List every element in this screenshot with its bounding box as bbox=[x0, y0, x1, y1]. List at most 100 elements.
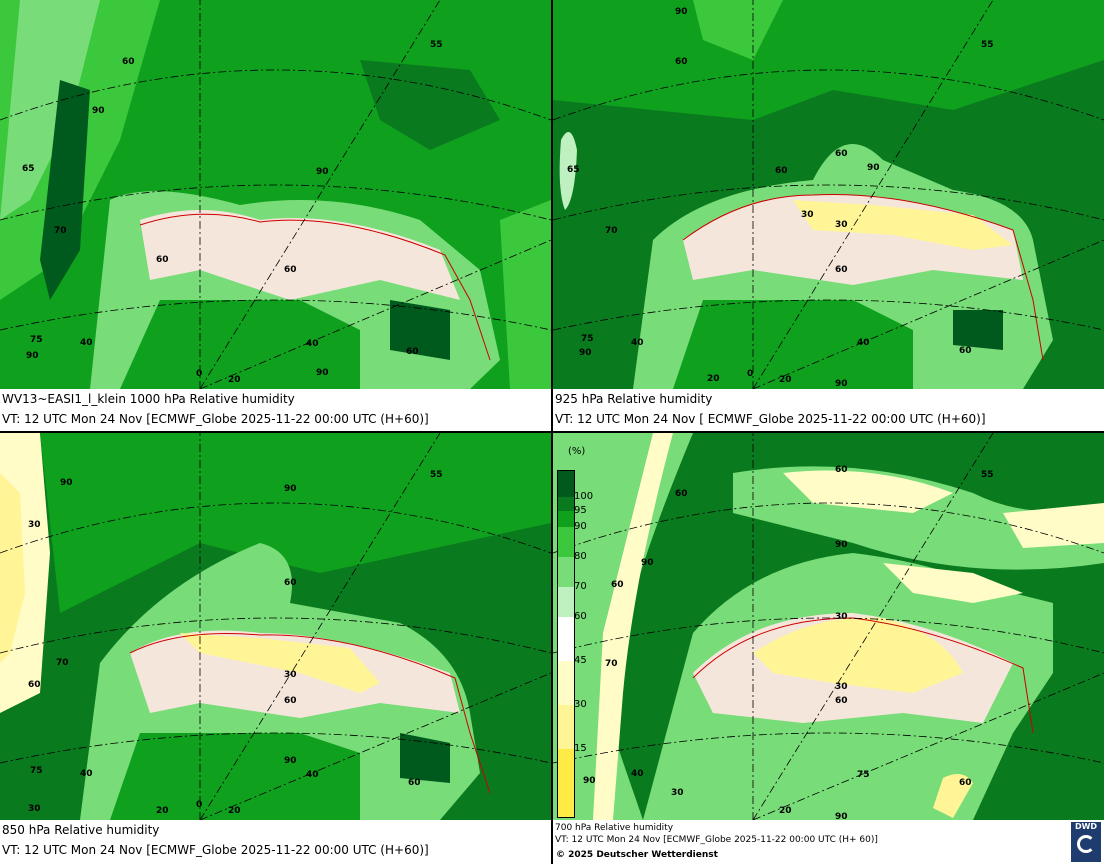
contour-label: 40 bbox=[857, 338, 870, 348]
contour-label: 60 bbox=[675, 57, 688, 67]
map-panel-1000hpa: 60 90 65 70 90 60 60 55 75 90 40 0 20 40… bbox=[0, 0, 551, 389]
contour-label: 55 bbox=[430, 40, 443, 50]
contour-label: 90 bbox=[835, 812, 848, 820]
legend-unit: (%) bbox=[568, 446, 586, 457]
legend-tick: 100 bbox=[574, 491, 594, 502]
contour-label: 70 bbox=[54, 226, 67, 236]
caption-1000hpa: WV13~EASI1_l_klein 1000 hPa Relative hum… bbox=[0, 391, 551, 431]
legend-swatch bbox=[558, 661, 574, 705]
contour-label: 90 bbox=[60, 478, 73, 488]
contour-label: 90 bbox=[579, 348, 592, 358]
caption-title: 850 hPa Relative humidity bbox=[2, 823, 160, 837]
contour-label: 0 bbox=[747, 369, 753, 379]
contour-label: 30 bbox=[284, 670, 297, 680]
contour-label: 55 bbox=[981, 40, 994, 50]
contour-label: 30 bbox=[28, 804, 41, 814]
contour-labels-925hpa: 90 60 65 70 60 90 60 30 30 60 55 75 90 4… bbox=[567, 7, 994, 389]
legend-swatch bbox=[558, 705, 574, 749]
contour-label: 30 bbox=[801, 210, 814, 220]
contour-label: 90 bbox=[583, 776, 596, 786]
contour-label: 40 bbox=[80, 338, 93, 348]
logo-text: DWD bbox=[1074, 822, 1098, 831]
legend-swatch bbox=[558, 511, 574, 527]
contour-label: 20 bbox=[779, 375, 792, 385]
contour-label: 70 bbox=[56, 658, 69, 668]
contour-label: 75 bbox=[30, 766, 43, 776]
contour-label: 20 bbox=[228, 806, 241, 816]
legend-swatch bbox=[558, 749, 574, 817]
contour-label: 90 bbox=[835, 379, 848, 389]
contour-label: 20 bbox=[779, 806, 792, 816]
contour-label: 30 bbox=[835, 220, 848, 230]
humidity-field-700hpa bbox=[553, 433, 1104, 820]
swirl-icon bbox=[1077, 835, 1095, 853]
contour-label: 75 bbox=[30, 335, 43, 345]
caption-valid-time: VT: 12 UTC Mon 24 Nov [ECMWF_Globe 2025-… bbox=[2, 412, 429, 426]
legend-swatch bbox=[558, 471, 574, 497]
contour-label: 90 bbox=[835, 540, 848, 550]
contour-label: 70 bbox=[605, 226, 618, 236]
contour-label: 40 bbox=[631, 769, 644, 779]
contour-label: 30 bbox=[28, 520, 41, 530]
contour-label: 40 bbox=[306, 770, 319, 780]
caption-title: WV13~EASI1_l_klein 1000 hPa Relative hum… bbox=[2, 392, 295, 406]
caption-850hpa: 850 hPa Relative humidity VT: 12 UTC Mon… bbox=[0, 822, 551, 864]
contour-label: 60 bbox=[406, 347, 419, 357]
contour-label: 90 bbox=[26, 351, 39, 361]
contour-label: 30 bbox=[671, 788, 684, 798]
legend-tick: 90 bbox=[574, 521, 587, 532]
humidity-color-legend: (%) 100 95 90 80 70 60 45 30 15 bbox=[554, 440, 606, 820]
legend-swatch bbox=[558, 557, 574, 587]
legend-tick: 80 bbox=[574, 551, 587, 562]
legend-swatch bbox=[558, 527, 574, 557]
contour-label: 60 bbox=[835, 696, 848, 706]
contour-label: 40 bbox=[80, 769, 93, 779]
contour-label: 55 bbox=[430, 470, 443, 480]
contour-label: 60 bbox=[284, 578, 297, 588]
caption-title: 925 hPa Relative humidity bbox=[555, 392, 713, 406]
contour-label: 55 bbox=[981, 470, 994, 480]
contour-label: 90 bbox=[316, 368, 329, 378]
legend-swatch bbox=[558, 617, 574, 661]
contour-label: 60 bbox=[28, 680, 41, 690]
contour-label: 75 bbox=[857, 770, 870, 780]
contour-label: 90 bbox=[284, 484, 297, 494]
contour-label: 30 bbox=[835, 682, 848, 692]
contour-label: 90 bbox=[867, 163, 880, 173]
legend-tick: 45 bbox=[574, 655, 587, 666]
contour-label: 60 bbox=[284, 696, 297, 706]
contour-label: 65 bbox=[22, 164, 35, 174]
contour-labels-700hpa: 60 60 55 90 90 60 30 70 30 60 90 40 20 9… bbox=[583, 465, 994, 820]
contour-label: 70 bbox=[605, 659, 618, 669]
contour-label: 60 bbox=[835, 465, 848, 475]
legend-tick: 70 bbox=[574, 581, 587, 592]
map-panel-700hpa: 60 60 55 90 90 60 30 70 30 60 90 40 20 9… bbox=[553, 433, 1104, 820]
separator-vertical bbox=[551, 0, 553, 864]
caption-925hpa: 925 hPa Relative humidity VT: 12 UTC Mon… bbox=[553, 391, 1104, 431]
contour-label: 60 bbox=[156, 255, 169, 265]
contour-label: 60 bbox=[835, 149, 848, 159]
contour-label: 60 bbox=[284, 265, 297, 275]
contour-label: 90 bbox=[92, 106, 105, 116]
contour-label: 90 bbox=[641, 558, 654, 568]
contour-label: 20 bbox=[707, 374, 720, 384]
contour-label: 60 bbox=[408, 778, 421, 788]
legend-swatch bbox=[558, 497, 574, 511]
contour-label: 40 bbox=[306, 339, 319, 349]
contour-label: 0 bbox=[196, 800, 202, 810]
legend-tick: 60 bbox=[574, 611, 587, 622]
legend-swatch bbox=[558, 587, 574, 617]
contour-label: 60 bbox=[959, 778, 972, 788]
legend-tick: 95 bbox=[574, 505, 587, 516]
contour-label: 90 bbox=[284, 756, 297, 766]
legend-tick: 30 bbox=[574, 699, 587, 710]
contour-label: 65 bbox=[567, 165, 580, 175]
contour-label: 30 bbox=[835, 612, 848, 622]
contour-label: 40 bbox=[631, 338, 644, 348]
caption-valid-time: VT: 12 UTC Mon 24 Nov [ECMWF_Globe 2025-… bbox=[555, 835, 878, 845]
dwd-logo: DWD bbox=[1071, 822, 1101, 862]
contour-label: 90 bbox=[316, 167, 329, 177]
contour-label: 60 bbox=[835, 265, 848, 275]
contour-label: 20 bbox=[228, 375, 241, 385]
contour-label: 60 bbox=[775, 166, 788, 176]
